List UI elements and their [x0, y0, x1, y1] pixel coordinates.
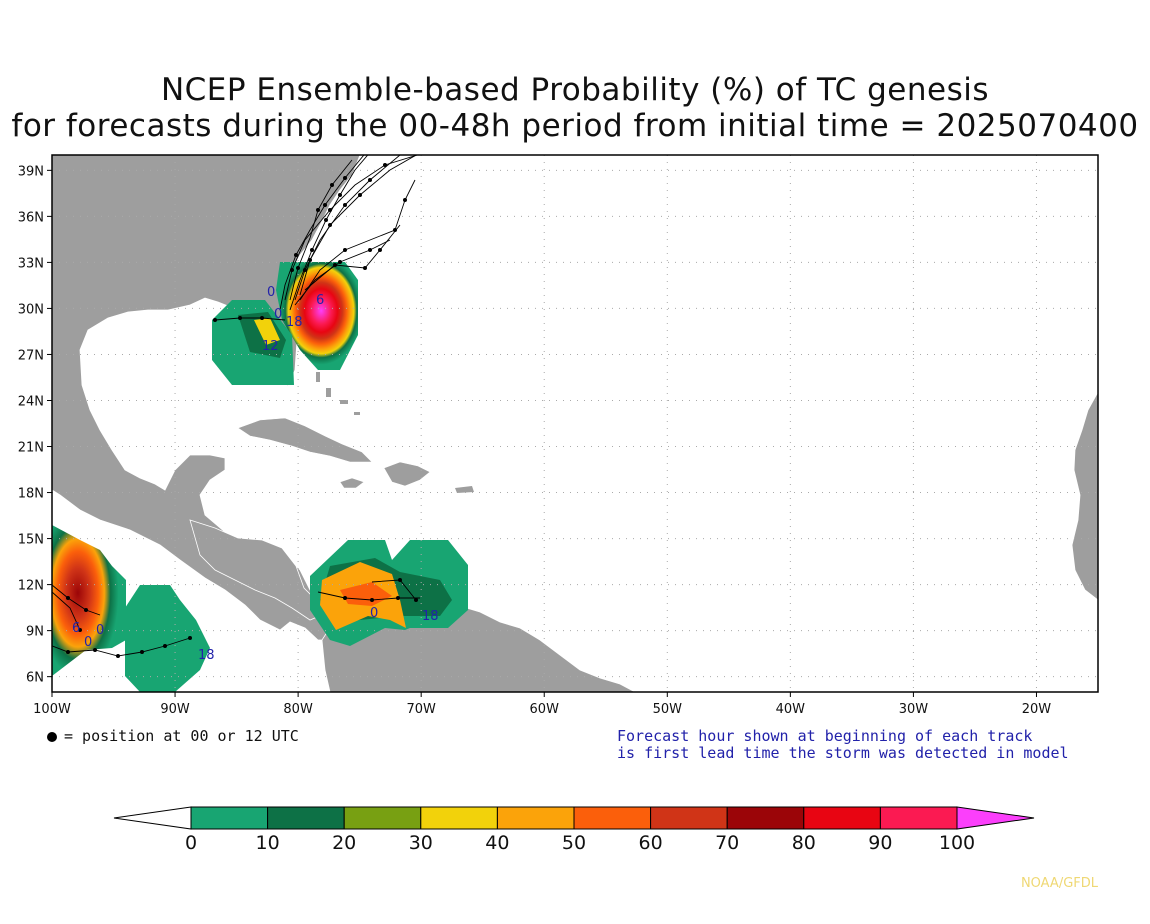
lon-tick-label: 100W: [33, 702, 71, 717]
colorbar-bin: [650, 806, 728, 830]
colorbar-labels: 0 10 20 30 40 50 60 70 80 90 100: [185, 832, 975, 854]
colorbar-bin: [879, 806, 958, 830]
position-legend-text: = position at 00 or 12 UTC: [64, 727, 299, 745]
lon-tick-label: 70W: [406, 702, 436, 717]
position-dot-symbol: [47, 732, 57, 742]
lat-tick-label: 27N: [18, 348, 44, 363]
track: [52, 584, 101, 616]
genesis-area-pacific-east: [125, 585, 210, 692]
colorbar-arrow-low: [113, 806, 192, 830]
lat-tick-label: 24N: [18, 394, 44, 409]
colorbar-label: 50: [562, 832, 586, 854]
land-jamaica: [339, 477, 365, 489]
lat-tick-labels: 39N 36N 33N 30N 27N 24N 21N 18N 15N 12N 9N 6N: [18, 164, 44, 685]
land-cuba: [237, 417, 373, 463]
track-hour-label: 0: [96, 623, 104, 638]
genesis-area-gulf-core: [254, 318, 280, 345]
colorbar-bin: [573, 806, 652, 830]
colorbar-bin: [726, 806, 805, 830]
lat-tick-label: 6N: [26, 671, 44, 686]
colorbar-bin: [267, 806, 345, 830]
colorbar-arrow-high: [956, 806, 1035, 830]
lat-tick-label: 30N: [18, 302, 44, 317]
land-bahamas: [316, 372, 360, 415]
track-hour-label: 18: [198, 648, 215, 663]
track-hour-label: 18: [422, 609, 439, 624]
lon-tick-labels: 100W 90W 80W 70W 60W 50W 40W 30W 20W: [33, 702, 1051, 717]
title-line-1: NCEP Ensemble-based Probability (%) of T…: [160, 72, 990, 108]
genesis-area-caribbean-hot: [340, 582, 392, 606]
track-hour-label: 0: [274, 307, 282, 322]
lon-tick-label: 60W: [530, 702, 560, 717]
colorbar-label: 70: [715, 832, 739, 854]
colorbar-label: 30: [409, 832, 433, 854]
colorbar-bin: [420, 806, 498, 830]
track-hour-label: 6: [72, 621, 80, 636]
genesis-area-pacific: [52, 525, 126, 676]
lat-tick-label: 36N: [18, 210, 44, 225]
lon-tick-label: 50W: [653, 702, 683, 717]
track-hour-label: 12: [262, 339, 279, 354]
track: [294, 155, 401, 301]
lon-tick-label: 20W: [1022, 702, 1052, 717]
colorbar-label: 40: [485, 832, 509, 854]
lon-tick-label: 80W: [283, 702, 313, 717]
lat-tick-label: 18N: [18, 487, 44, 502]
credit: NOAA/GFDL: [1020, 876, 1098, 891]
lat-tick-label: 39N: [18, 164, 44, 179]
lon-tick-label: 90W: [160, 702, 190, 717]
track-hour-label: 6: [316, 293, 324, 308]
land-africa: [1071, 391, 1098, 601]
plot-frame: [51, 154, 1099, 693]
colorbar-bin: [343, 806, 422, 830]
track-hour-label: 0: [267, 285, 275, 300]
colorbar-label: 80: [792, 832, 816, 854]
track-hour-label: 18: [286, 315, 303, 330]
track-position-dots: [66, 163, 418, 658]
colorbar-label: 90: [868, 832, 892, 854]
colorbar-label: 60: [639, 832, 663, 854]
title-line-2: for forecasts during the 00-48h period f…: [11, 108, 1139, 144]
lat-tick-label: 12N: [18, 579, 44, 594]
land-puerto-rico: [455, 486, 474, 493]
colorbar-label: 20: [332, 832, 356, 854]
track-hour-label: 0: [84, 635, 92, 650]
colorbar-bin: [190, 806, 269, 830]
land-hispaniola: [383, 461, 431, 487]
lon-tick-label: 40W: [776, 702, 806, 717]
track: [214, 317, 286, 321]
colorbar: [113, 806, 1035, 830]
lat-tick-label: 21N: [18, 441, 44, 456]
colorbar-label: 10: [256, 832, 280, 854]
lat-tick-label: 9N: [26, 625, 44, 640]
track: [52, 591, 81, 631]
colorbar-label: 100: [939, 832, 975, 854]
colorbar-bin: [803, 806, 881, 830]
lat-tick-label: 33N: [18, 256, 44, 271]
forecast-note-line-2: is first lead time the storm was detecte…: [617, 744, 1069, 762]
lon-tick-label: 30W: [899, 702, 929, 717]
genesis-area-florida: [276, 262, 358, 370]
lat-tick-label: 15N: [18, 533, 44, 548]
track-hour-label: 0: [370, 606, 378, 621]
colorbar-bin: [496, 806, 575, 830]
forecast-note-line-1: Forecast hour shown at beginning of each…: [617, 727, 1033, 745]
colorbar-label: 0: [185, 832, 197, 854]
